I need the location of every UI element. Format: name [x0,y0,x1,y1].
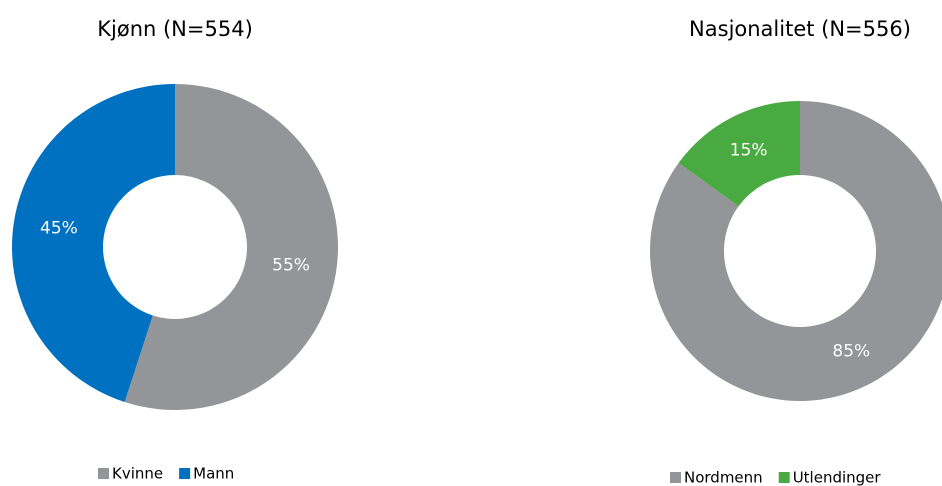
data-label: 45% [40,219,78,239]
chart-title: Kjønn (N=554) [97,17,253,41]
legend-label: Utlendinger [793,469,882,486]
legend-swatch [179,468,191,479]
chart-title: Nasjonalitet (N=556) [689,17,911,41]
legend-swatch [670,472,681,483]
legend-label: Mann [193,465,234,483]
legend-label: Nordmenn [684,469,763,486]
legend-swatch [98,468,109,479]
donut-slice [678,101,800,207]
data-label: 85% [832,342,870,362]
data-label: 15% [730,140,768,160]
legend-label: Kvinne [112,465,163,483]
data-label: 55% [272,255,310,275]
legend-swatch [778,472,790,483]
donut-slice [124,84,339,411]
donut-slice [650,101,942,401]
donut-slice [12,84,175,403]
